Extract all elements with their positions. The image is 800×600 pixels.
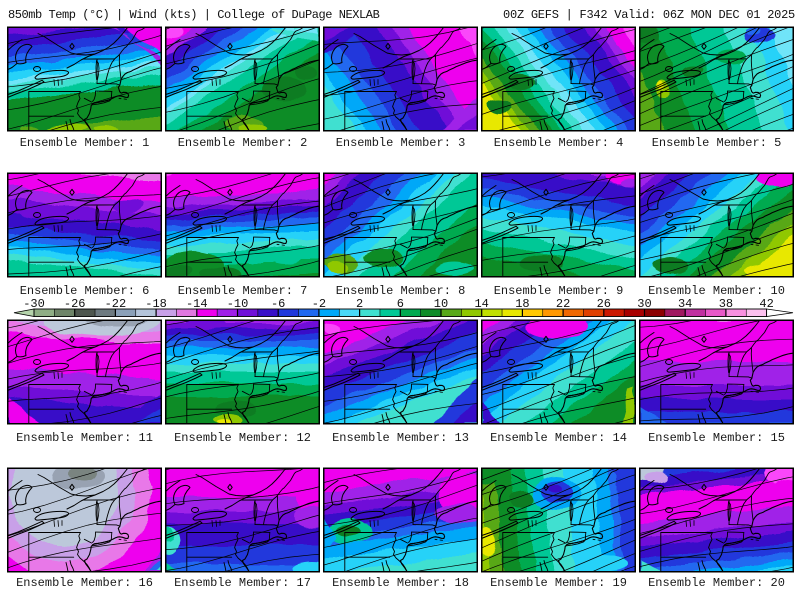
- svg-text:-30: -30: [23, 297, 45, 311]
- svg-text:-2: -2: [312, 297, 326, 311]
- svg-text:Ensemble Member: 8: Ensemble Member: 8: [336, 284, 466, 298]
- svg-text:Ensemble Member: 15: Ensemble Member: 15: [648, 431, 785, 445]
- svg-text:38: 38: [719, 297, 733, 311]
- svg-text:-10: -10: [227, 297, 249, 311]
- svg-text:-14: -14: [186, 297, 208, 311]
- svg-text:18: 18: [515, 297, 529, 311]
- svg-text:22: 22: [556, 297, 570, 311]
- svg-text:Ensemble Member: 5: Ensemble Member: 5: [652, 136, 782, 150]
- svg-text:Ensemble Member: 14: Ensemble Member: 14: [490, 431, 627, 445]
- svg-text:Ensemble Member: 17: Ensemble Member: 17: [174, 576, 311, 590]
- svg-text:Ensemble Member: 6: Ensemble Member: 6: [20, 284, 150, 298]
- svg-text:Ensemble Member: 11: Ensemble Member: 11: [16, 431, 153, 445]
- svg-text:42: 42: [759, 297, 773, 311]
- svg-text:Ensemble Member: 18: Ensemble Member: 18: [332, 576, 469, 590]
- svg-text:00Z GEFS | F342 Valid: 06Z MON: 00Z GEFS | F342 Valid: 06Z MON DEC 01 20…: [503, 8, 795, 22]
- svg-text:850mb Temp (°C) | Wind (kts) |: 850mb Temp (°C) | Wind (kts) | College o…: [8, 8, 380, 22]
- svg-text:Ensemble Member: 4: Ensemble Member: 4: [494, 136, 624, 150]
- svg-text:30: 30: [637, 297, 651, 311]
- svg-text:26: 26: [597, 297, 611, 311]
- svg-text:Ensemble Member: 10: Ensemble Member: 10: [648, 284, 785, 298]
- svg-text:Ensemble Member: 7: Ensemble Member: 7: [178, 284, 308, 298]
- svg-text:Ensemble Member: 12: Ensemble Member: 12: [174, 431, 311, 445]
- svg-text:6: 6: [397, 297, 404, 311]
- svg-text:14: 14: [474, 297, 488, 311]
- svg-text:-22: -22: [105, 297, 127, 311]
- svg-text:Ensemble Member: 3: Ensemble Member: 3: [336, 136, 466, 150]
- svg-text:Ensemble Member: 9: Ensemble Member: 9: [494, 284, 624, 298]
- svg-text:-18: -18: [145, 297, 167, 311]
- svg-text:Ensemble Member: 2: Ensemble Member: 2: [178, 136, 308, 150]
- svg-text:Ensemble Member: 1: Ensemble Member: 1: [20, 136, 150, 150]
- svg-text:Ensemble Member: 16: Ensemble Member: 16: [16, 576, 153, 590]
- svg-text:Ensemble Member: 13: Ensemble Member: 13: [332, 431, 469, 445]
- svg-text:10: 10: [434, 297, 448, 311]
- svg-text:-26: -26: [64, 297, 86, 311]
- svg-text:Ensemble Member: 19: Ensemble Member: 19: [490, 576, 627, 590]
- svg-text:Ensemble Member: 20: Ensemble Member: 20: [648, 576, 785, 590]
- svg-text:-6: -6: [271, 297, 285, 311]
- svg-text:2: 2: [356, 297, 363, 311]
- svg-text:34: 34: [678, 297, 692, 311]
